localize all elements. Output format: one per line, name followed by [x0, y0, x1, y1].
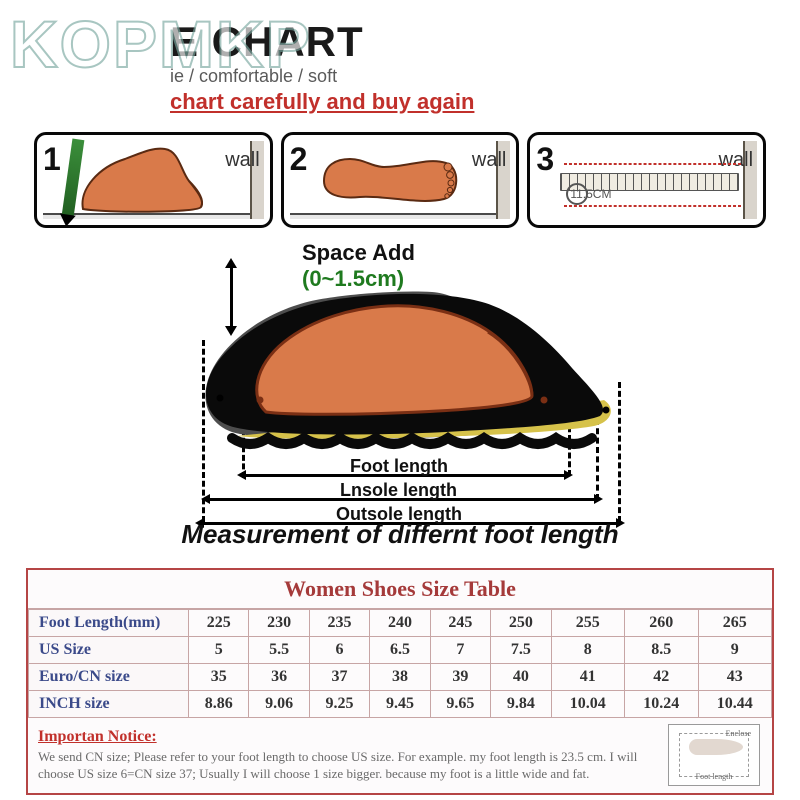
cell: 8.5 — [625, 637, 698, 664]
cell: 7.5 — [491, 637, 551, 664]
icon-label: Enclose — [726, 729, 751, 740]
wall-label: wall — [719, 149, 753, 172]
cell: 43 — [698, 664, 772, 691]
space-add-label: Space Add (0~1.5cm) — [302, 240, 415, 292]
insole-length-label: Lnsole length — [340, 480, 457, 501]
diagram-caption: Measurement of differnt foot length — [140, 519, 660, 550]
cell: 39 — [430, 664, 490, 691]
cell: 41 — [551, 664, 624, 691]
step-3: 3 wall 11.5CM — [527, 132, 766, 228]
cell: 5.5 — [249, 637, 309, 664]
chart-redline: chart carefully and buy again — [170, 89, 766, 115]
cell: 255 — [551, 610, 624, 637]
cell: 265 — [698, 610, 772, 637]
cell: 9.84 — [491, 691, 551, 718]
wall-label: wall — [472, 149, 506, 172]
cell: 10.44 — [698, 691, 772, 718]
wall-label: wall — [225, 149, 259, 172]
row-head: US Size — [29, 637, 189, 664]
cell: 10.04 — [551, 691, 624, 718]
foot-top-icon — [320, 147, 460, 211]
step-num: 2 — [290, 141, 308, 178]
header: E CHART ie / comfortable / soft chart ca… — [170, 18, 766, 115]
notice: Importan Notice: We send CN size; Please… — [28, 718, 772, 793]
cell: 40 — [491, 664, 551, 691]
cell: 9.06 — [249, 691, 309, 718]
cell: 235 — [309, 610, 369, 637]
shoe-diagram: Space Add (0~1.5cm) Foot length Lnsole l… — [140, 244, 660, 544]
cell: 8.86 — [189, 691, 249, 718]
cell: 5 — [189, 637, 249, 664]
notice-body: We send CN size; Please refer to your fo… — [38, 749, 637, 782]
cell: 240 — [370, 610, 430, 637]
cell: 35 — [189, 664, 249, 691]
icon-label: Foot length — [669, 772, 759, 783]
steps-row: 1 wall 2 wall 3 wall 11.5CM — [34, 132, 766, 228]
cell: 8 — [551, 637, 624, 664]
chart-title: E CHART — [170, 18, 766, 66]
table-row: Foot Length(mm)2252302352402452502552602… — [29, 610, 772, 637]
table-row: Euro/CN size353637383940414243 — [29, 664, 772, 691]
cell: 9.45 — [370, 691, 430, 718]
cell: 9.65 — [430, 691, 490, 718]
row-head: INCH size — [29, 691, 189, 718]
cell: 6 — [309, 637, 369, 664]
step-1: 1 wall — [34, 132, 273, 228]
cell: 9.25 — [309, 691, 369, 718]
circle-icon — [566, 183, 588, 205]
cell: 38 — [370, 664, 430, 691]
notice-title: Importan Notice: — [38, 728, 157, 745]
cell: 225 — [189, 610, 249, 637]
ground-icon — [290, 213, 497, 219]
foot-outline-icon: Enclose Foot length — [668, 724, 760, 786]
cell: 245 — [430, 610, 490, 637]
row-head: Euro/CN size — [29, 664, 189, 691]
cell: 42 — [625, 664, 698, 691]
cell: 36 — [249, 664, 309, 691]
cell: 6.5 — [370, 637, 430, 664]
cell: 9 — [698, 637, 772, 664]
step-num: 3 — [536, 141, 554, 178]
step-2: 2 wall — [281, 132, 520, 228]
step-num: 1 — [43, 141, 61, 178]
cell: 10.24 — [625, 691, 698, 718]
foot-side-icon — [77, 145, 207, 215]
cell: 230 — [249, 610, 309, 637]
row-head: Foot Length(mm) — [29, 610, 189, 637]
cell: 250 — [491, 610, 551, 637]
table-row: US Size55.566.577.588.59 — [29, 637, 772, 664]
cell: 37 — [309, 664, 369, 691]
guide-line — [618, 382, 621, 522]
table-title: Women Shoes Size Table — [28, 570, 772, 609]
size-table-body: Foot Length(mm)2252302352402452502552602… — [28, 609, 772, 718]
cell: 260 — [625, 610, 698, 637]
size-table: Women Shoes Size Table Foot Length(mm)22… — [26, 568, 774, 795]
table-row: INCH size8.869.069.259.459.659.8410.0410… — [29, 691, 772, 718]
cell: 7 — [430, 637, 490, 664]
chart-subtitle: ie / comfortable / soft — [170, 66, 766, 87]
foot-length-label: Foot length — [350, 456, 448, 477]
shoe-icon — [196, 288, 616, 456]
